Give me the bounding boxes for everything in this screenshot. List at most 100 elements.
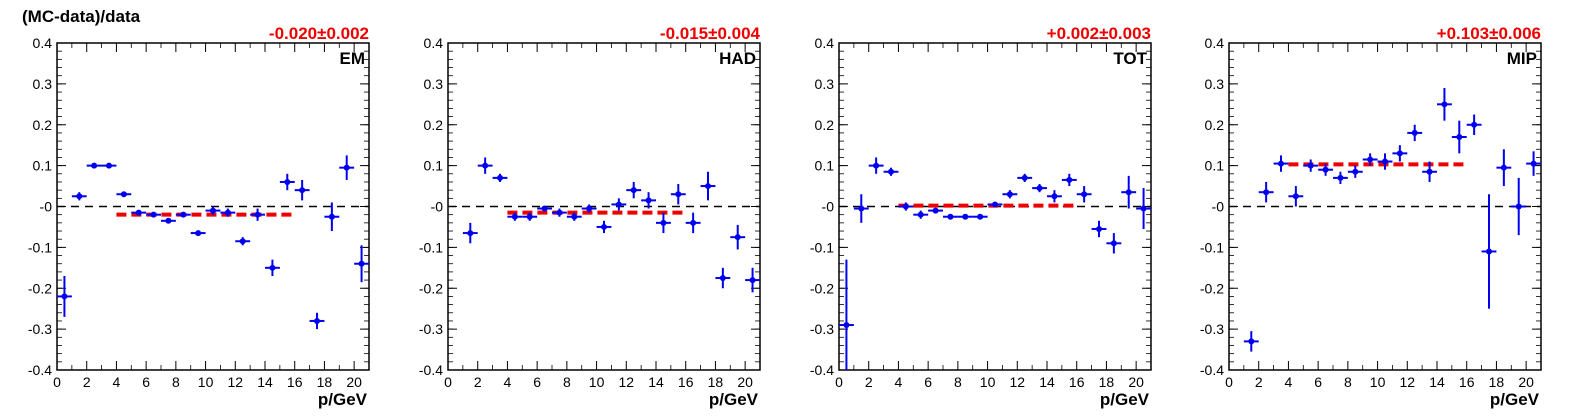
panel-label: MIP [1507,49,1537,68]
data-point [734,234,741,241]
data-point [1530,160,1537,167]
y-tick-label: -0.2 [419,280,443,296]
data-point [630,187,637,194]
data-point [1337,174,1344,181]
data-point [556,209,563,216]
x-axis-label: p/GeV [1490,390,1540,409]
data-point [902,203,909,210]
data-point [1486,248,1492,255]
data-point [917,211,924,218]
data-point [135,209,142,216]
x-tick-label: 16 [678,374,694,390]
data-point [1125,189,1132,196]
data-point [1081,191,1088,198]
data-point [1352,168,1359,175]
data-point [269,264,276,271]
y-tick-label: 0.1 [424,158,444,174]
x-tick-label: 12 [618,374,634,390]
x-tick-label: 12 [227,374,243,390]
data-point [180,211,187,218]
x-tick-label: 0 [444,374,452,390]
y-tick-label: -0.4 [1200,362,1224,378]
fit-value-label: +0.002±0.003 [1047,24,1151,43]
data-point [1051,193,1058,200]
data-point [947,213,954,220]
data-point [526,213,533,220]
y-tick-label: 0.1 [815,158,835,174]
x-axis-label: p/GeV [1100,390,1150,409]
x-tick-label: 8 [1344,374,1352,390]
data-point [1006,191,1013,198]
x-tick-label: 14 [648,374,664,390]
data-point [299,187,306,194]
y-tick-label: -0.3 [1200,321,1224,337]
y-tick-label: 0.3 [33,76,53,92]
x-tick-label: 18 [1489,374,1505,390]
data-point [224,209,231,216]
figure-y-axis-label: (MC-data)/data [22,7,141,26]
y-tick-label: 0.2 [1205,117,1225,133]
y-tick-label: -0.1 [810,239,834,255]
panel-label: TOT [1113,49,1147,68]
chart-panel-em: -0.4 -0.3 -0.2 -0.1 -0 0.1 0.2 0.3 0.4 0 2 4 6 8 10 12 1… [28,24,370,409]
x-tick-label: 10 [980,374,996,390]
y-tick-label: 0.4 [815,35,835,51]
y-tick-label: -0.3 [28,321,52,337]
data-point [601,223,607,230]
data-point [195,230,202,237]
data-point [690,219,697,226]
x-tick-label: 4 [895,374,903,390]
data-point [645,197,652,204]
data-point [1515,203,1522,210]
data-point [749,277,756,284]
x-tick-label: 16 [1459,374,1475,390]
data-point [165,217,172,224]
y-tick-label: 0.4 [424,35,444,51]
data-point [1292,193,1299,200]
data-point [61,293,68,300]
y-tick-label: -0 [1212,199,1225,215]
data-point [873,162,880,169]
data-point [541,205,548,212]
y-tick-label: -0.2 [1200,280,1224,296]
x-tick-label: 12 [1399,374,1415,390]
fit-value-label: -0.020±0.002 [269,24,369,43]
fit-value-label: +0.103±0.006 [1437,24,1541,43]
x-tick-label: 16 [287,374,303,390]
y-tick-label: 0.3 [1205,76,1225,92]
x-tick-label: 10 [1370,374,1386,390]
y-tick-label: 0.1 [33,158,53,174]
data-point [1263,189,1270,196]
data-point [1426,168,1433,175]
data-point [977,213,984,220]
y-tick-label: -0.4 [810,362,834,378]
data-point [150,211,157,218]
x-tick-label: 6 [142,374,150,390]
data-point [358,260,365,267]
x-tick-label: 20 [1128,374,1144,390]
data-point [1036,185,1043,192]
chart-panel-mip: -0.4 -0.3 -0.2 -0.1 -0 0.1 0.2 0.3 0.4 0 2 4 6 8 10 12 1… [1200,24,1542,409]
y-tick-label: -0.4 [419,362,443,378]
x-axis-label: p/GeV [318,390,368,409]
data-point [1140,205,1147,212]
data-point [254,211,261,218]
x-tick-label: 4 [1285,374,1293,390]
y-tick-label: 0.4 [33,35,53,51]
x-tick-label: 0 [1225,374,1233,390]
y-tick-label: -0.4 [28,362,52,378]
y-tick-label: -0 [40,199,53,215]
y-tick-label: 0.1 [1205,158,1225,174]
x-tick-label: 2 [474,374,482,390]
x-tick-label: 8 [954,374,962,390]
data-point [284,178,291,185]
x-tick-label: 6 [924,374,932,390]
data-point [1248,338,1255,345]
y-tick-label: -0.1 [1200,239,1224,255]
data-point [858,205,865,212]
x-tick-label: 6 [533,374,541,390]
data-point [76,193,83,200]
x-tick-label: 18 [317,374,333,390]
x-tick-label: 10 [589,374,605,390]
